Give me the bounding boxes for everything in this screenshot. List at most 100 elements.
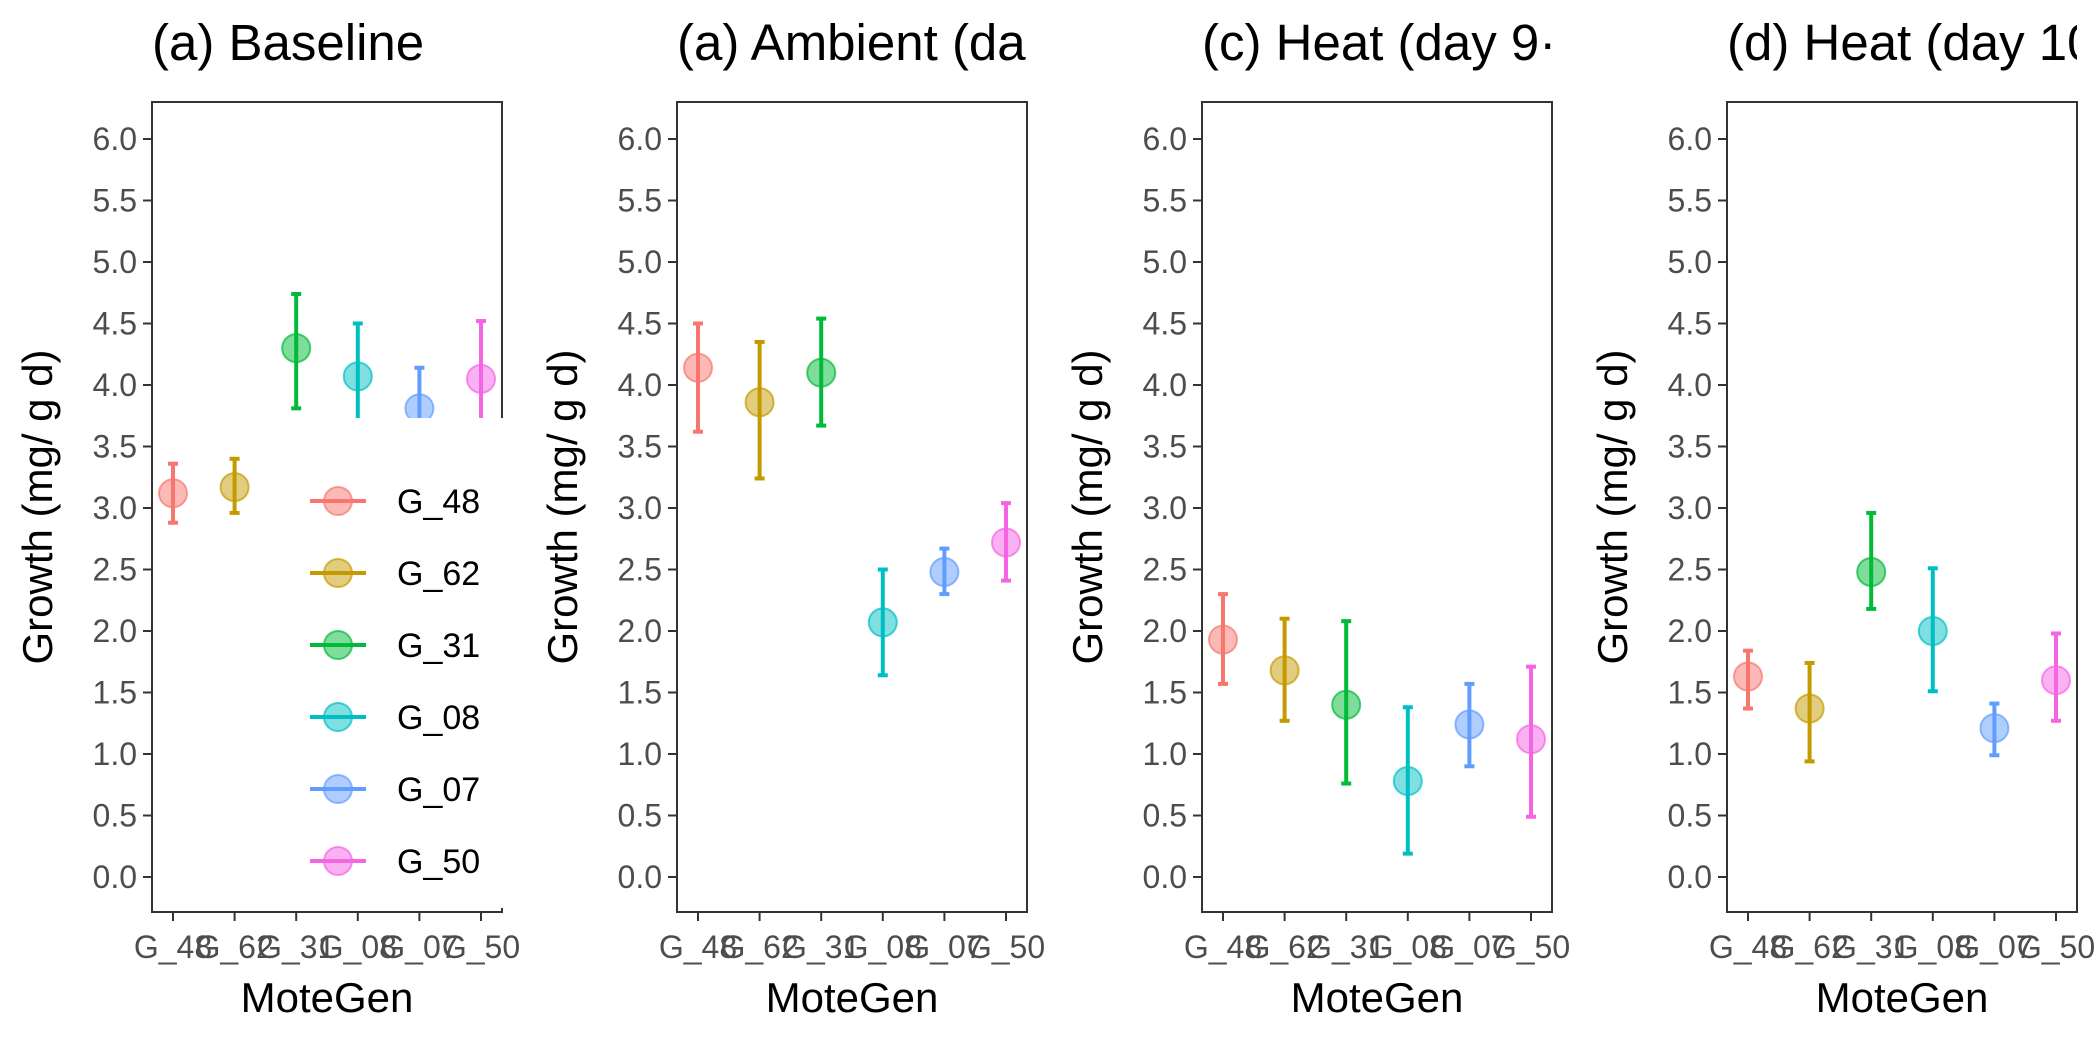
y-tick-label: 1.5 [1668,675,1712,711]
point-marker [929,556,960,587]
y-tick-label: 5.5 [1668,183,1712,219]
y-tick-label: 0.5 [93,798,137,834]
data-point-g-08 [1917,566,1948,694]
point-marker [1269,655,1300,686]
point-marker [466,363,496,394]
legend-key-marker [323,846,353,876]
data-point-g-48 [158,461,188,525]
y-tick-label: 4.0 [1143,367,1187,403]
y-tick-label: 2.5 [618,552,662,588]
point-marker [867,607,898,638]
panel-4: (d) Heat (day 10 Growth (mg/ g d) 0.0 0.5 1.… [1589,14,2095,1021]
legend-key-marker [323,558,353,588]
point-marker [744,387,775,418]
y-tick-label: 5.0 [93,244,137,280]
y-tick-label: 3.0 [93,490,137,526]
data-point-g-62 [1269,616,1300,723]
y-tick-label: 3.0 [1668,490,1712,526]
y-tick-label: 2.0 [1668,613,1712,649]
y-tick-label: 5.0 [1143,244,1187,280]
y-tick-label: 6.0 [93,121,137,157]
data-point-g-62 [744,339,775,481]
panel-border [676,101,1028,913]
point-marker [991,527,1021,558]
y-tick-label: 1.5 [618,675,662,711]
panel-title: (a) Ambient (da [677,14,1026,71]
y-axis-title: Growth (mg/ g d) [1589,349,1636,664]
data-point-g-07 [1979,701,2010,758]
legend-item-g-08: G_08 [310,699,480,737]
point-marker [1979,713,2010,744]
point-marker [1794,693,1825,724]
data-point-g-62 [219,456,250,515]
point-marker [1516,724,1546,755]
y-tick-label: 2.5 [93,552,137,588]
legend-item-g-31: G_31 [310,627,480,665]
legend-label: G_31 [397,627,480,665]
y-axis-title: Growth (mg/ g d) [539,349,586,664]
y-tick-label: 6.0 [1143,121,1187,157]
y-tick-label: 2.0 [618,613,662,649]
y-tick-label: 1.0 [1668,736,1712,772]
legend: G_48 G_62 G_31 G_08 G_07 G_50 [278,418,518,908]
y-tick-label: 5.5 [618,183,662,219]
x-tick-label: G_62 [1245,929,1323,965]
y-axis-title: Growth (mg/ g d) [14,349,61,664]
panel-2: (a) Ambient (da Growth (mg/ g d) 0.0 0.5 1.0… [539,14,1045,1021]
y-tick-label: 1.0 [1143,736,1187,772]
x-tick-label: G_07 [1430,929,1508,965]
y-tick-label: 3.5 [1668,429,1712,465]
data-point-g-31 [281,291,312,411]
y-tick-label: 1.5 [93,675,137,711]
y-tick-label: 4.5 [1143,306,1187,342]
x-axis-title: MoteGen [241,974,414,1021]
legend-label: G_07 [397,771,480,809]
y-tick-label: 0.0 [618,859,662,895]
legend-label: G_48 [397,483,480,521]
data-point-g-48 [683,321,713,434]
x-tick-label: G_50 [442,929,520,965]
legend-item-g-50: G_50 [310,843,480,881]
x-tick-label: G_62 [195,929,273,965]
y-tick-label: 3.0 [618,490,662,526]
panel-3: (c) Heat (day 9· Growth (mg/ g d) 0.0 0.5 1.… [1064,14,1570,1021]
x-tick-label: G_31 [782,929,860,965]
legend-key-marker [323,774,353,804]
y-tick-label: 4.5 [618,306,662,342]
y-tick-label: 4.0 [618,367,662,403]
point-marker [1917,616,1948,646]
y-tick-label: 1.0 [93,736,137,772]
x-tick-label: G_08 [1894,929,1972,965]
point-marker [2041,665,2071,696]
y-tick-label: 0.5 [618,798,662,834]
x-tick-label: G_50 [1492,929,1570,965]
y-tick-label: 0.0 [1143,859,1187,895]
data-point-g-07 [1454,681,1485,769]
data-point-g-50 [1516,664,1546,819]
legend-label: G_62 [397,555,480,593]
panel-title: (a) Baseline [152,14,424,71]
y-tick-label: 4.0 [1668,367,1712,403]
x-axis-title: MoteGen [766,974,939,1021]
point-marker [219,472,250,503]
panel-border [1201,101,1553,913]
x-tick-label: G_50 [2017,929,2095,965]
point-marker [683,352,713,383]
x-tick-label: G_31 [257,929,335,965]
y-tick-label: 2.0 [1143,613,1187,649]
point-marker [158,478,188,509]
data-point-g-31 [1331,619,1362,786]
panel-title: (c) Heat (day 9· [1202,14,1556,71]
legend-label: G_50 [397,843,480,881]
legend-key-marker [323,630,353,660]
y-tick-label: 3.5 [1143,429,1187,465]
y-tick-label: 2.5 [1143,552,1187,588]
legend-key-marker [323,486,353,516]
y-tick-label: 0.5 [1143,798,1187,834]
x-tick-label: G_50 [967,929,1045,965]
y-tick-label: 6.0 [1668,121,1712,157]
y-tick-label: 0.5 [1668,798,1712,834]
point-marker [1454,709,1485,740]
y-tick-label: 1.0 [618,736,662,772]
x-tick-label: G_08 [1369,929,1447,965]
